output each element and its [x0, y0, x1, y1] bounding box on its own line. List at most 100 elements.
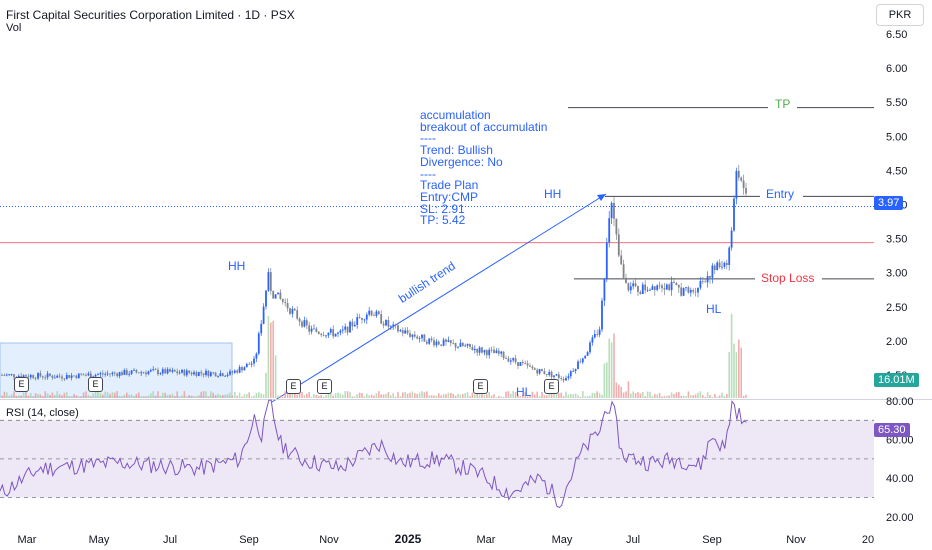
candle-body — [421, 334, 423, 339]
volume-bar — [606, 362, 608, 398]
candle-body — [159, 373, 162, 375]
volume-bar — [10, 394, 13, 398]
volume-bar — [147, 395, 150, 398]
candle-body — [742, 180, 745, 189]
candle-body — [212, 372, 215, 374]
volume-bar — [94, 391, 97, 398]
candle-body — [745, 188, 747, 194]
candle-body — [356, 317, 359, 325]
rsi-tick-label: 40.00 — [886, 473, 914, 485]
volume-bar — [699, 391, 702, 398]
volume-bar — [56, 391, 58, 398]
volume-bar — [344, 391, 346, 398]
volume-bar — [73, 394, 75, 398]
candle-body — [277, 292, 279, 295]
volume-bar — [37, 394, 39, 398]
earnings-marker[interactable]: E — [14, 377, 29, 392]
volume-bar — [392, 392, 394, 398]
tp-label: TP — [775, 97, 791, 111]
candle-body — [29, 375, 32, 378]
candle-body — [226, 374, 229, 376]
volume-bar — [169, 394, 171, 398]
volume-bar — [450, 392, 452, 398]
candle-body — [65, 375, 68, 380]
volume-bar — [704, 396, 706, 398]
candle-body — [713, 265, 716, 271]
earnings-marker[interactable]: E — [544, 379, 559, 394]
time-axis-label: 2025 — [395, 532, 422, 546]
volume-bar — [399, 396, 402, 398]
candle-body — [658, 285, 661, 287]
candle-body — [53, 377, 56, 379]
volume-bar — [382, 394, 385, 398]
candle-body — [409, 333, 411, 337]
candle-body — [92, 376, 95, 378]
earnings-marker[interactable]: E — [473, 379, 488, 394]
candle-body — [260, 323, 263, 334]
volume-bar — [442, 394, 445, 398]
candle-body — [416, 336, 419, 339]
volume-bar — [298, 391, 301, 398]
price-tick-label: 6.50 — [886, 29, 907, 41]
earnings-marker[interactable]: E — [88, 377, 103, 392]
volume-bar — [224, 394, 226, 398]
price-tick-label: 3.00 — [886, 268, 907, 280]
entry-label: Entry — [766, 187, 795, 201]
volume-bar — [315, 394, 318, 398]
candle-body — [514, 358, 517, 363]
candle-body — [27, 376, 30, 378]
candle-body — [80, 373, 83, 375]
currency-selector[interactable]: PKR — [876, 4, 924, 26]
volume-bar — [646, 391, 649, 398]
volume-bar — [118, 395, 121, 398]
candle-body — [195, 372, 198, 376]
volume-bar — [452, 393, 454, 398]
volume-bar — [205, 391, 207, 398]
candle-body — [75, 375, 78, 379]
volume-bar — [378, 391, 380, 398]
candle-body — [109, 373, 111, 375]
volume-bar — [457, 393, 459, 398]
volume-bar — [313, 394, 315, 398]
earnings-marker[interactable]: E — [286, 379, 301, 394]
candle-body — [99, 373, 102, 375]
volume-bar — [454, 395, 457, 398]
time-axis-label: May — [89, 534, 110, 546]
volume-bar — [577, 395, 579, 398]
chart-title: First Capital Securities Corporation Lim… — [6, 8, 295, 22]
candle-body — [205, 370, 207, 376]
candle-body — [545, 374, 548, 375]
candle-body — [471, 346, 474, 351]
earnings-marker[interactable]: E — [317, 379, 332, 394]
candle-body — [286, 302, 289, 309]
volume-bar — [582, 391, 584, 398]
candle-body — [533, 368, 536, 370]
candle-body — [694, 291, 697, 293]
volume-bar — [721, 392, 723, 398]
candle-body — [190, 372, 193, 375]
volume-bar — [733, 343, 735, 398]
volume-bar — [85, 391, 87, 398]
candle-body — [512, 358, 515, 361]
volume-bar — [730, 313, 733, 398]
candle-body — [73, 375, 75, 377]
volume-bar — [327, 391, 330, 398]
candle-body — [661, 285, 663, 289]
candle-body — [181, 369, 183, 373]
volume-bar — [255, 392, 258, 398]
volume-bar — [277, 395, 279, 398]
candle-body — [164, 369, 167, 374]
volume-bar — [505, 391, 507, 398]
volume-badge: 16.01M — [874, 373, 919, 387]
candle-body — [469, 343, 471, 347]
candle-body — [718, 262, 721, 268]
candle-body — [418, 338, 421, 339]
candle-body — [673, 281, 675, 283]
candle-body — [116, 373, 119, 377]
candle-body — [605, 242, 608, 279]
volume-bar — [145, 396, 147, 398]
candle-body — [104, 373, 107, 375]
price-tick-label: 4.50 — [886, 165, 907, 177]
hl-label-right: HL — [706, 302, 722, 316]
volume-bar — [507, 391, 510, 398]
